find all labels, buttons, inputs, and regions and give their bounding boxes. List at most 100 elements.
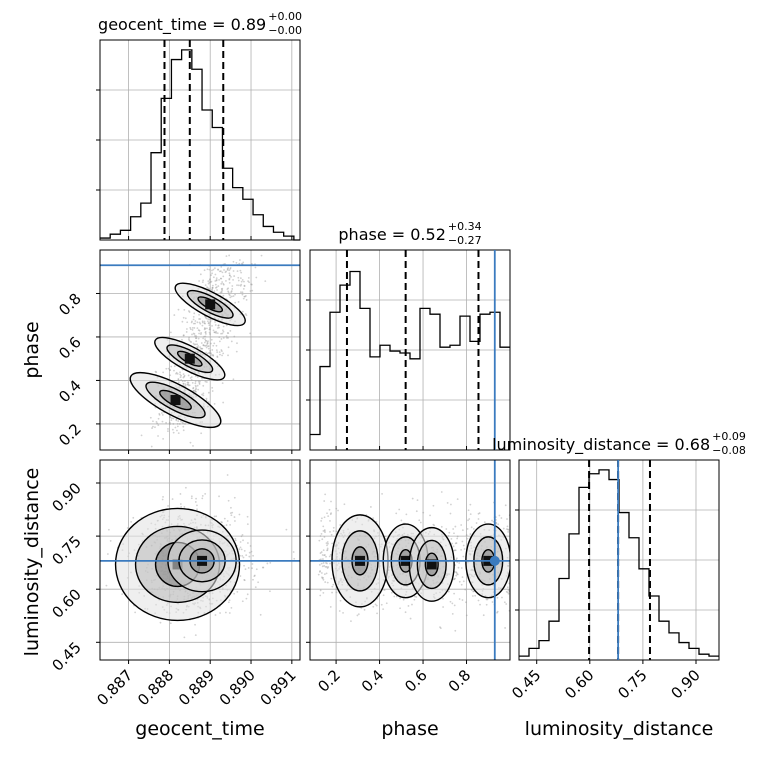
sample-point bbox=[369, 506, 372, 508]
hist-bin bbox=[699, 654, 709, 660]
sample-point bbox=[496, 596, 499, 599]
sample-point bbox=[215, 279, 218, 282]
sample-point bbox=[195, 387, 198, 390]
sample-point bbox=[183, 375, 186, 378]
hist-bin bbox=[629, 538, 639, 660]
sample-point bbox=[375, 604, 378, 607]
sample-point bbox=[132, 516, 135, 519]
hist-step-line bbox=[310, 270, 510, 436]
hist-bin bbox=[669, 633, 679, 660]
sample-point bbox=[169, 423, 171, 425]
sample-point bbox=[450, 537, 453, 540]
sample-point bbox=[331, 542, 334, 545]
sample-point bbox=[322, 558, 324, 560]
sample-point bbox=[215, 278, 218, 281]
sample-point bbox=[485, 598, 488, 601]
x-tick-label-phase: 0.6 bbox=[401, 666, 431, 696]
sample-point bbox=[363, 608, 366, 611]
sample-point bbox=[246, 542, 249, 544]
hist-bin bbox=[589, 474, 599, 660]
sample-point bbox=[216, 355, 219, 358]
sample-point bbox=[241, 600, 244, 603]
x-axis-label-phase: phase bbox=[381, 718, 438, 740]
sample-point bbox=[210, 274, 212, 277]
sample-point bbox=[466, 537, 469, 540]
sample-point bbox=[326, 581, 329, 584]
sample-point bbox=[161, 420, 164, 423]
sample-point bbox=[248, 281, 251, 284]
sample-point bbox=[506, 528, 509, 531]
sample-point bbox=[468, 518, 471, 520]
sample-point bbox=[439, 626, 441, 628]
sample-point bbox=[202, 392, 205, 395]
sample-point bbox=[168, 421, 171, 424]
sample-point bbox=[328, 555, 331, 558]
hist-bin bbox=[400, 353, 410, 450]
sample-point bbox=[418, 519, 421, 522]
sample-point bbox=[233, 592, 236, 595]
sample-point bbox=[505, 528, 508, 530]
sample-point bbox=[228, 274, 231, 277]
sample-point bbox=[462, 580, 465, 583]
sample-point bbox=[187, 381, 190, 384]
sample-point bbox=[253, 574, 256, 577]
sample-point bbox=[179, 420, 182, 423]
sample-point bbox=[191, 327, 194, 329]
sample-point bbox=[429, 514, 431, 517]
hist-bin bbox=[529, 648, 539, 660]
sample-point bbox=[505, 590, 508, 593]
sample-point bbox=[211, 287, 214, 290]
sample-point bbox=[190, 341, 193, 344]
sample-point bbox=[202, 344, 205, 347]
sample-point bbox=[239, 284, 242, 287]
sample-point bbox=[171, 498, 174, 500]
sample-point bbox=[184, 380, 186, 383]
sample-point bbox=[203, 244, 205, 246]
sample-point bbox=[206, 341, 209, 344]
sample-point bbox=[189, 441, 192, 444]
sample-point bbox=[227, 346, 230, 349]
sample-point bbox=[230, 290, 233, 292]
sample-point bbox=[229, 329, 232, 332]
sample-point bbox=[211, 289, 213, 291]
sample-point bbox=[454, 525, 457, 528]
sample-point bbox=[247, 277, 250, 279]
sample-point bbox=[226, 474, 229, 476]
sample-point bbox=[326, 547, 329, 550]
sample-point bbox=[385, 602, 388, 605]
sample-point bbox=[483, 521, 486, 524]
hist-bin bbox=[569, 534, 579, 660]
sample-point bbox=[171, 428, 174, 431]
sample-point bbox=[241, 533, 244, 536]
sample-point bbox=[172, 417, 175, 420]
sample-point bbox=[497, 523, 500, 526]
sample-point bbox=[482, 614, 485, 617]
sample-point bbox=[187, 338, 190, 341]
sample-point bbox=[455, 574, 458, 577]
sample-point bbox=[241, 279, 244, 281]
sample-point bbox=[454, 549, 457, 552]
sample-point bbox=[105, 584, 108, 587]
sample-point bbox=[228, 281, 231, 284]
sample-point bbox=[432, 504, 435, 507]
sample-point bbox=[173, 369, 175, 372]
sample-point bbox=[228, 612, 231, 614]
sample-point bbox=[201, 281, 204, 283]
sample-point bbox=[439, 627, 442, 630]
sample-point bbox=[203, 269, 206, 272]
sample-point bbox=[212, 268, 215, 271]
sample-point bbox=[322, 576, 325, 579]
sample-point bbox=[192, 445, 194, 447]
sample-point bbox=[198, 321, 201, 324]
sample-point bbox=[211, 390, 214, 392]
sample-point bbox=[322, 549, 325, 551]
density-peak bbox=[184, 353, 195, 364]
sample-point bbox=[233, 335, 236, 338]
sample-point bbox=[399, 597, 401, 600]
sample-point bbox=[220, 270, 222, 273]
sample-point bbox=[173, 314, 176, 316]
sample-point bbox=[169, 416, 172, 419]
sample-point bbox=[205, 351, 207, 354]
sample-point bbox=[194, 390, 197, 393]
sample-point bbox=[203, 322, 206, 325]
